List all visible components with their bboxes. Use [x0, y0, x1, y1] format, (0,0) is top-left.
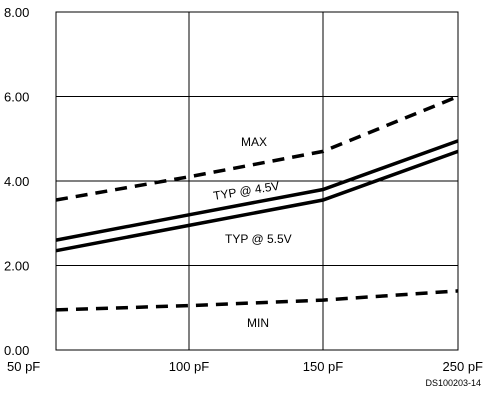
grid-lines: [56, 12, 458, 350]
x-tick-label-1: 100 pF: [169, 359, 210, 374]
x-tick-label-2: 150 pF: [303, 359, 344, 374]
y-tick-label-3: 6.00: [4, 90, 29, 105]
annotation-typ-5-5v: TYP @ 5.5V: [225, 232, 292, 246]
y-tick-labels: 0.00 2.00 4.00 6.00 8.00: [4, 5, 29, 358]
y-tick-label-4: 8.00: [4, 5, 29, 20]
series-lines: [55, 94, 459, 312]
series-line-max: [55, 94, 459, 202]
annotation-max: MAX: [241, 135, 267, 149]
series-line-typ-4-5v: [55, 139, 459, 242]
plot-area: [55, 11, 459, 351]
y-tick-label-2: 4.00: [4, 174, 29, 189]
series-line-min: [55, 289, 459, 312]
series-line-typ-5-5v: [55, 149, 459, 253]
figure-code: DS100203-14: [425, 378, 481, 388]
annotation-min: MIN: [247, 316, 269, 330]
x-tick-label-0: 50 pF: [7, 359, 40, 374]
y-tick-label-1: 2.00: [4, 259, 29, 274]
y-tick-label-0: 0.00: [4, 343, 29, 358]
x-tick-label-3: 250 pF: [443, 359, 484, 374]
x-tick-labels: 50 pF 100 pF 150 pF 250 pF: [7, 359, 483, 374]
